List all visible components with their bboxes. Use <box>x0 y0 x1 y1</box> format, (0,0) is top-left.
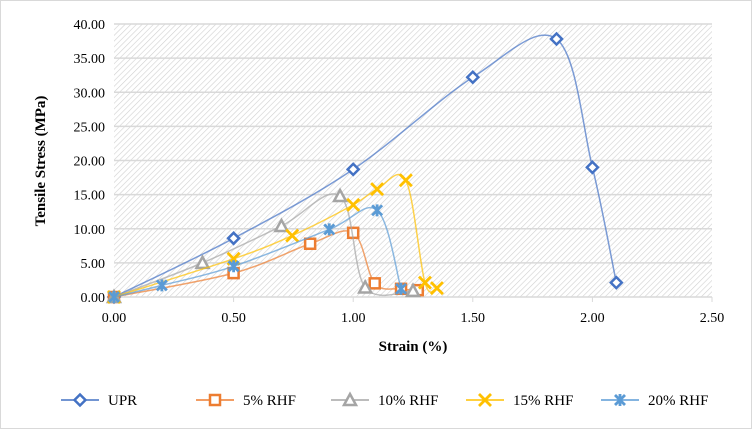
data-point-x <box>417 275 432 290</box>
x-tick-label: 0.50 <box>221 311 246 326</box>
data-point-triangle <box>357 278 374 294</box>
legend-label: UPR <box>108 393 137 409</box>
data-point-star <box>323 223 336 236</box>
legend-item: 5% RHF <box>196 393 296 409</box>
y-tick-label: 10.00 <box>74 223 106 238</box>
data-point-x <box>478 393 492 407</box>
y-tick-label: 15.00 <box>74 189 106 204</box>
data-point-x <box>370 182 385 197</box>
legend-item: 10% RHF <box>331 391 438 409</box>
data-point-triangle <box>331 187 349 203</box>
y-tick-label: 25.00 <box>74 120 106 135</box>
data-point-x <box>398 173 413 188</box>
legend-label: 15% RHF <box>513 393 573 409</box>
y-tick-label: 0.00 <box>81 291 106 306</box>
legend-item: UPR <box>61 392 137 409</box>
y-tick-label: 20.00 <box>74 155 106 170</box>
x-tick-label: 2.00 <box>580 311 605 326</box>
y-tick-label: 40.00 <box>74 18 106 33</box>
data-point-triangle <box>341 391 359 407</box>
x-tick-label: 0.00 <box>102 311 127 326</box>
data-point-diamond <box>226 231 241 246</box>
data-point-diamond <box>465 69 481 85</box>
data-point-diamond <box>585 160 600 175</box>
data-point-star <box>371 204 384 217</box>
data-point-square <box>303 237 317 251</box>
data-point-star <box>108 291 120 303</box>
data-point-star <box>155 279 168 292</box>
y-tick-label: 5.00 <box>81 257 106 272</box>
data-point-star <box>395 282 408 295</box>
x-tick-label: 1.00 <box>341 311 366 326</box>
data-point-star <box>614 394 626 406</box>
y-tick-label: 35.00 <box>74 52 106 67</box>
data-point-x <box>346 197 361 212</box>
legend-label: 5% RHF <box>243 393 296 409</box>
data-point-x <box>429 281 444 296</box>
x-tick-label: 2.50 <box>700 311 725 326</box>
data-point-star <box>227 260 240 273</box>
legend-label: 20% RHF <box>648 393 708 409</box>
data-point-triangle <box>404 282 422 298</box>
data-point-diamond <box>72 392 88 408</box>
data-point-triangle <box>194 254 211 270</box>
x-tick-label: 1.50 <box>461 311 486 326</box>
y-tick-label: 30.00 <box>74 86 106 101</box>
legend-item: 15% RHF <box>466 393 573 409</box>
data-point-diamond <box>345 162 361 177</box>
legend-item: 20% RHF <box>601 393 708 409</box>
data-point-diamond <box>609 275 624 290</box>
legend: UPR 5% RHF 10% RHF 15% RHF 20% RHF <box>61 391 708 409</box>
data-point-square <box>208 393 222 407</box>
data-point-square <box>368 277 381 290</box>
data-point-triangle <box>273 217 290 233</box>
series-upr <box>106 31 624 305</box>
x-axis-label: Strain (%) <box>379 339 448 355</box>
series-20-rhf <box>108 204 408 303</box>
data-point-diamond <box>549 31 564 47</box>
y-axis-label: Tensile Stress (MPa) <box>33 96 49 227</box>
data-point-x <box>285 228 300 243</box>
legend-label: 10% RHF <box>378 393 438 409</box>
